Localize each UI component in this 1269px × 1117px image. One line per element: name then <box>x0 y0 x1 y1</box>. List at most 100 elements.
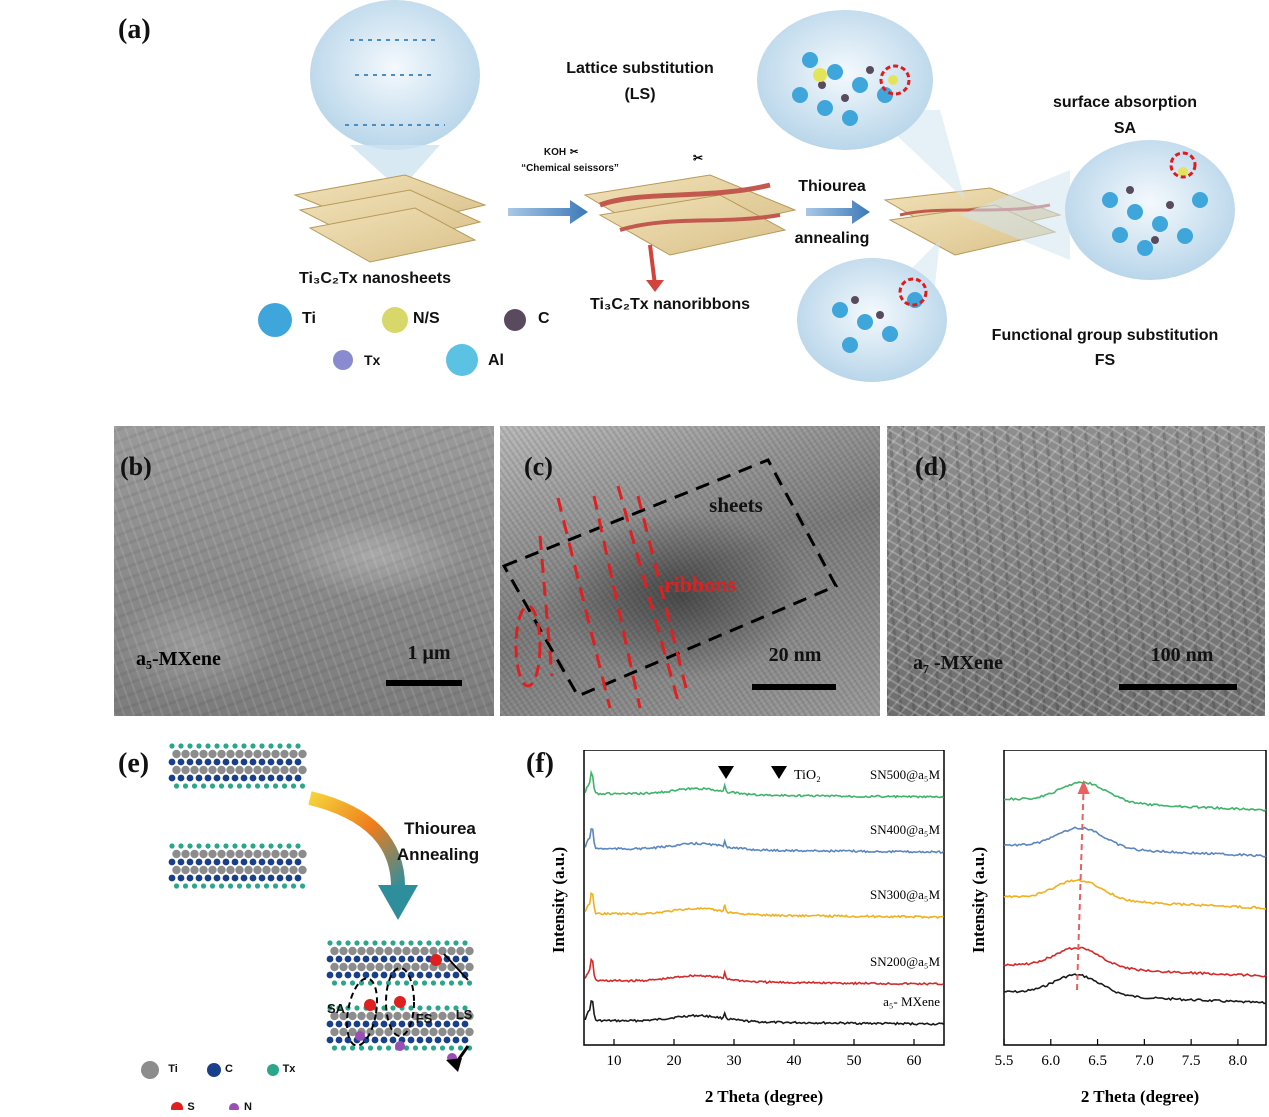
lattice-atom <box>425 1036 433 1044</box>
series-label: SN200@a₅M <box>870 954 940 969</box>
lattice-atom <box>217 865 226 875</box>
lattice-atom <box>253 765 262 775</box>
xrd-series-line <box>584 891 944 920</box>
lattice-atom <box>461 1020 469 1028</box>
lattice-atom <box>298 865 307 875</box>
lattice-atom <box>465 946 474 956</box>
lattice-atom <box>417 940 423 946</box>
lattice-atom <box>448 980 455 986</box>
lattice-atom <box>267 874 275 882</box>
tem-image-c: (c) sheets ribbons 20 nm <box>500 426 880 716</box>
peak-shift-arrow <box>1075 789 1085 991</box>
lattice-atom <box>380 955 388 963</box>
lattice-atom <box>259 743 265 749</box>
lattice-atom <box>327 940 333 946</box>
lattice-atom <box>223 843 229 849</box>
lattice-atom <box>290 883 297 889</box>
lattice-atom <box>272 883 279 889</box>
lattice-atom <box>357 1011 366 1021</box>
lattice-atom <box>199 865 208 875</box>
lattice-atom <box>262 749 271 759</box>
lattice-atom <box>199 749 208 759</box>
lattice-atom <box>330 962 339 972</box>
lattice-atom <box>181 849 190 859</box>
nanosheets-label: Ti₃C₂Tx nanosheets <box>298 270 452 287</box>
lattice-atom <box>430 1045 437 1051</box>
lattice-atom <box>444 1005 450 1011</box>
lattice-atom <box>389 1036 397 1044</box>
legend-e-c: C <box>225 1063 233 1075</box>
lattice-atom <box>408 1005 414 1011</box>
func-group-abbr: FS <box>1094 352 1116 369</box>
lattice-atom <box>241 843 247 849</box>
lattice-atom <box>398 1020 406 1028</box>
lattice-atom <box>205 843 211 849</box>
panel-b-label: (b) <box>120 452 152 481</box>
lattice-atom <box>253 865 262 875</box>
lattice-atom <box>331 980 338 986</box>
lattice-atom <box>286 743 292 749</box>
annealing-label: annealing <box>794 230 870 247</box>
lattice-atom <box>199 765 208 775</box>
lattice-atom <box>258 874 266 882</box>
lattice-atom <box>381 940 387 946</box>
lattice-atom <box>172 849 181 859</box>
lattice-atom <box>326 955 334 963</box>
lattice-atom <box>358 1045 365 1051</box>
lattice-atom <box>254 883 261 889</box>
lattice-atom <box>214 843 220 849</box>
lattice-atom <box>276 874 284 882</box>
lattice-atom <box>348 1011 357 1021</box>
lattice-atom <box>298 765 307 775</box>
lattice-atom <box>384 1011 393 1021</box>
lattice-atom <box>200 783 207 789</box>
legend-ns-sphere <box>382 307 408 333</box>
lattice-atom <box>169 843 175 849</box>
lattice-atom <box>366 1027 375 1037</box>
thiourea-label: Thiourea <box>798 178 866 195</box>
lattice-atom <box>411 962 420 972</box>
koh-label: KOH <box>543 147 567 158</box>
tio2-marker <box>718 766 734 779</box>
lattice-atom <box>217 765 226 775</box>
lattice-atom <box>223 743 229 749</box>
lattice-atom <box>173 883 180 889</box>
lattice-atom <box>191 883 198 889</box>
xrd-series-line <box>584 957 944 986</box>
lattice-atom <box>191 783 198 789</box>
lattice-atom <box>196 743 202 749</box>
plot-frame-zoom <box>1003 750 1267 1046</box>
lattice-atom <box>268 843 274 849</box>
scissors-icon: ✂ <box>570 147 579 158</box>
lattice-atom <box>429 946 438 956</box>
lattice-atom <box>380 1036 388 1044</box>
nanoribbons-label: Ti₃C₂Tx nanoribbons <box>590 296 750 313</box>
lattice-atom <box>276 858 284 866</box>
dopant-atom <box>355 1031 365 1041</box>
panel-c-label: (c) <box>524 452 553 481</box>
lattice-atom <box>389 955 397 963</box>
lattice-atom <box>447 1011 456 1021</box>
lattice-atom <box>271 765 280 775</box>
lattice-atom <box>231 858 239 866</box>
lattice-atom <box>380 971 388 979</box>
lattice-atom <box>182 883 189 889</box>
lattice-atom <box>168 774 176 782</box>
lattice-atom <box>209 883 216 889</box>
lattice-atom <box>276 758 284 766</box>
lattice-atom <box>249 874 257 882</box>
lattice-atom <box>390 1005 396 1011</box>
lattice-atom <box>262 765 271 775</box>
lattice-atom <box>402 1011 411 1021</box>
lattice-atom <box>182 783 189 789</box>
dopant-atom <box>430 954 442 966</box>
lattice-atom <box>335 1020 343 1028</box>
lattice-atom <box>452 1036 460 1044</box>
legend-tx-label: Tx <box>364 352 381 368</box>
lattice-atom <box>461 1036 469 1044</box>
lattice-atom <box>389 1020 397 1028</box>
lattice-atom <box>222 758 230 766</box>
panel-e-schematic <box>141 743 474 1110</box>
lattice-atom <box>452 955 460 963</box>
lattice-atom <box>195 858 203 866</box>
